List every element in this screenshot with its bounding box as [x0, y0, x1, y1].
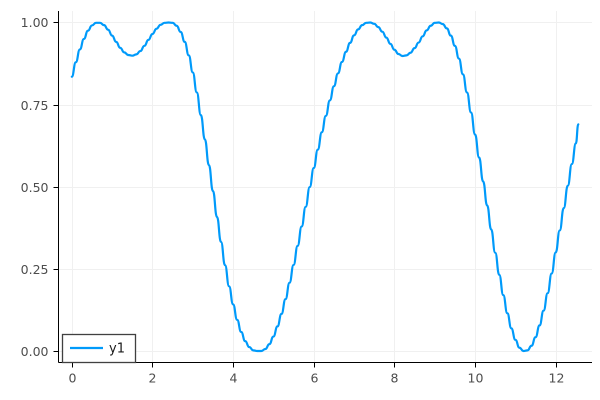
x-axis-ticks: 0 2 4 6 8 10 12 [69, 362, 565, 386]
x-tick-label: 10 [468, 371, 484, 386]
x-tick-label: 0 [69, 371, 77, 386]
x-tick-label: 8 [391, 371, 399, 386]
series-lines [70, 21, 580, 353]
y-tick-label: 0.50 [21, 180, 49, 195]
y-tick-label: 0.75 [21, 98, 49, 113]
series-line-y1 [70, 21, 580, 353]
y-tick-label: 1.00 [21, 15, 49, 30]
legend-label-y1: y1 [109, 342, 125, 357]
x-tick-label: 12 [549, 371, 565, 386]
horizontal-gridlines [58, 22, 592, 352]
legend[interactable]: y1 [61, 333, 137, 364]
x-tick-label: 4 [230, 371, 238, 386]
y-axis-ticks: 0.00 0.25 0.50 0.75 1.00 [21, 15, 59, 359]
x-tick-label: 6 [311, 371, 319, 386]
x-tick-label: 2 [149, 371, 157, 386]
vertical-gridlines [72, 11, 557, 363]
y-tick-label: 0.25 [21, 262, 49, 277]
y-tick-label: 0.00 [21, 344, 49, 359]
